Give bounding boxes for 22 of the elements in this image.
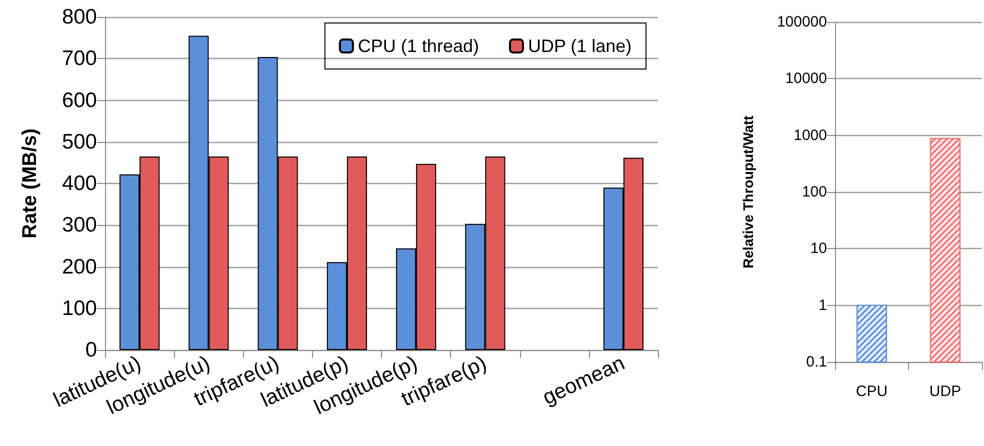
y-tick-label: 400 — [62, 172, 97, 195]
y-tick-label: 500 — [62, 130, 97, 154]
y-tick-label: 100000 — [776, 14, 827, 30]
y-tick-label: 600 — [62, 88, 97, 112]
y-tick-label: 100 — [62, 296, 97, 320]
y-tick-label: 10 — [810, 240, 827, 258]
y-axis-title: Rate (MB/s) — [19, 128, 41, 239]
y-tick-label: 1 — [818, 296, 827, 314]
y-tick-label: 0.1 — [806, 354, 827, 370]
y-tick-label: 200 — [62, 255, 97, 278]
y-tick-label: 100 — [802, 184, 827, 200]
y-tick-label: 800 — [62, 6, 97, 28]
x-tick-label: UDP — [929, 383, 962, 400]
y-tick-label: 300 — [62, 214, 97, 237]
y-axis-title: Relative Throuput/Watt — [740, 115, 756, 268]
y-tick-label: 10000 — [785, 70, 827, 88]
x-tick-label: CPU — [856, 383, 888, 400]
y-tick-label: 0 — [85, 338, 97, 362]
legend-label: UDP (1 lane) — [528, 36, 632, 56]
y-tick-label: 700 — [62, 47, 97, 70]
y-tick-label: 1000 — [794, 126, 827, 144]
legend-label: CPU (1 thread) — [358, 36, 479, 56]
